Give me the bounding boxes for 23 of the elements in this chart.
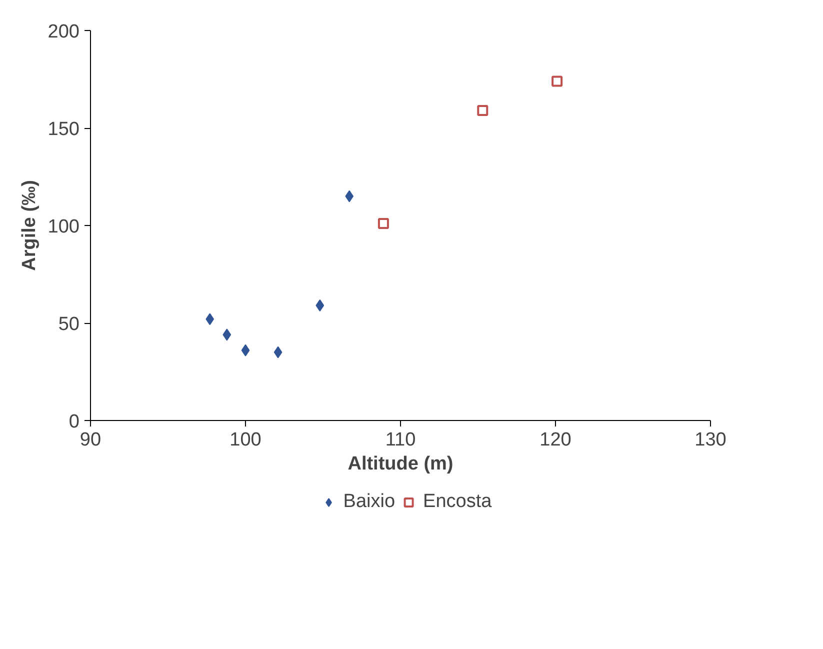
- legend-label: Encosta: [423, 491, 492, 513]
- x-tick-label: 110: [385, 430, 416, 450]
- x-tick-label: 130: [694, 430, 726, 450]
- y-axis-title: Argile (‰): [18, 180, 40, 271]
- legend-label: Baixio: [343, 491, 396, 513]
- x-tick-label: 120: [540, 430, 572, 450]
- x-tick-label: 90: [80, 430, 102, 450]
- point: [274, 346, 282, 358]
- point: [206, 313, 214, 326]
- point: [477, 104, 488, 116]
- point: [241, 344, 250, 356]
- y-tick-label: 150: [48, 119, 80, 140]
- x-axis-title: Altitude (m): [348, 454, 454, 474]
- point: [378, 218, 389, 230]
- y-tick-label: 0: [68, 412, 80, 432]
- point: [552, 76, 563, 87]
- y-tick-label: 50: [58, 314, 80, 335]
- point: [345, 190, 354, 202]
- y-tick-label: 100: [48, 216, 80, 238]
- y-tick-label: 200: [48, 22, 80, 42]
- x-tick-label: 100: [230, 430, 262, 450]
- point: [316, 299, 324, 312]
- point: [222, 328, 232, 341]
